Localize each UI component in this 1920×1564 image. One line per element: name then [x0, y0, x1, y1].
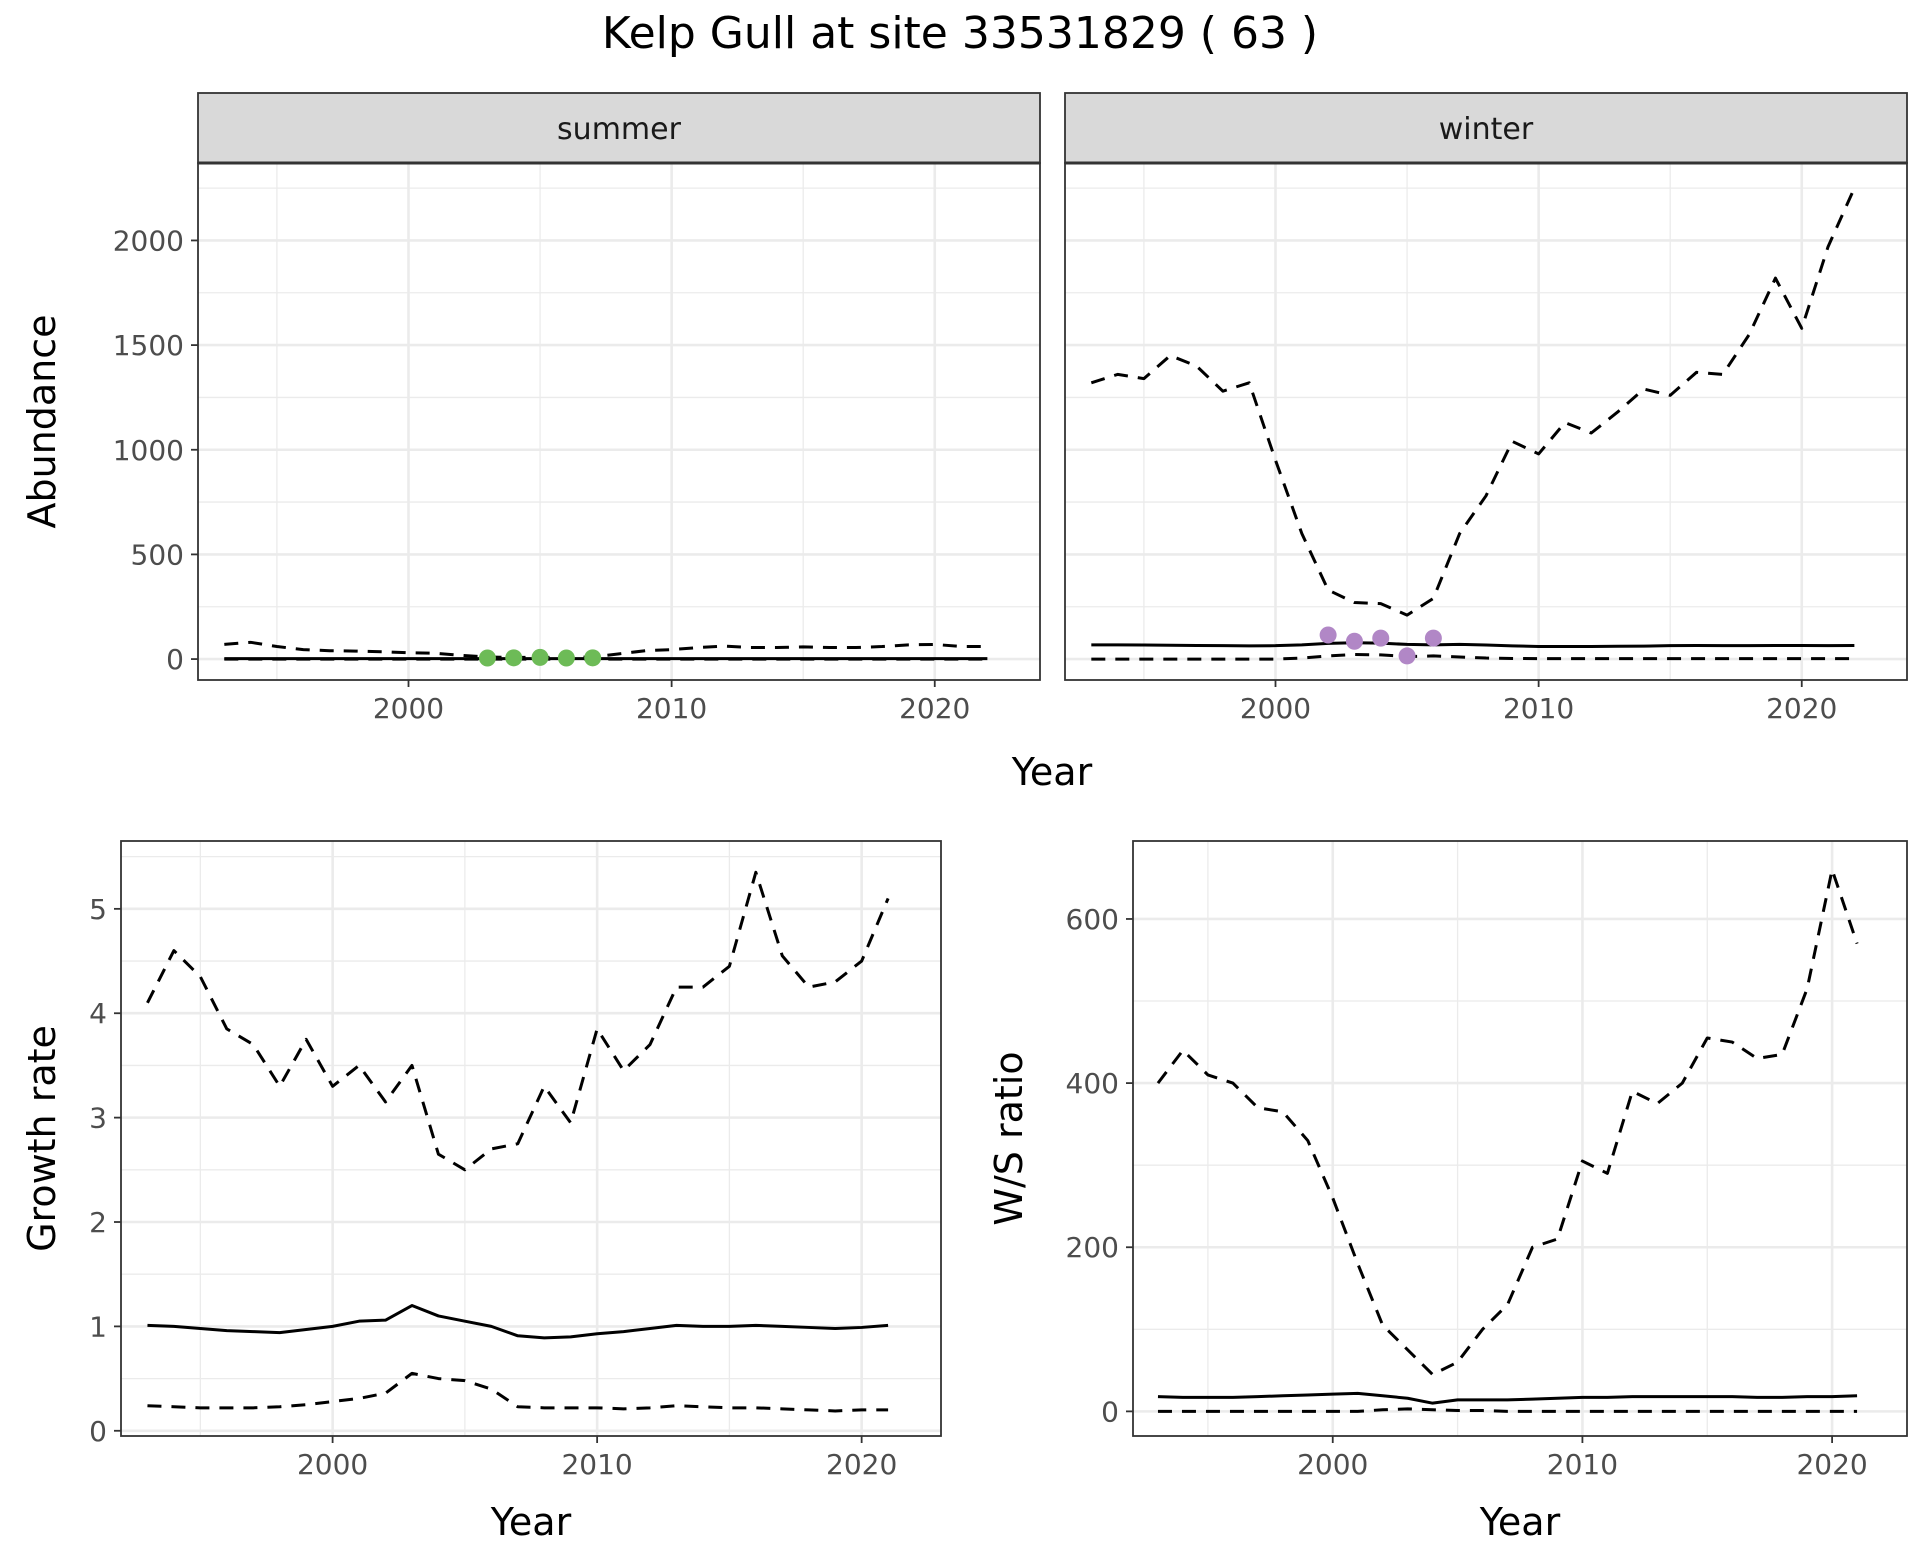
facet-strip-label: winter [1439, 112, 1534, 147]
series-mean-line [1157, 1391, 1858, 1405]
facet-strip [1064, 92, 1908, 164]
x-tick-label: 2000 [1297, 1448, 1368, 1481]
x-tick-label: 2010 [636, 692, 707, 725]
x-tick-label: 2020 [1766, 692, 1837, 725]
y-tick-label: 400 [1066, 1067, 1119, 1100]
x-tick-label: 2020 [826, 1448, 897, 1481]
x-tick-label: 2000 [373, 692, 444, 725]
abundance-x-axis-title: Year [1011, 750, 1093, 794]
growth-y-axis-title: Growth rate [20, 1025, 64, 1252]
observed-point [1345, 632, 1363, 650]
observed-point [1319, 626, 1337, 644]
observed-point [1372, 629, 1390, 647]
growth-x-axis-title: Year [490, 1500, 572, 1544]
abundance-winter-panel: 2000 2010 2020 winter [1064, 92, 1908, 725]
series-lower-line [147, 1371, 889, 1413]
series-lower-line [1157, 1407, 1858, 1413]
series-upper-line [146, 870, 890, 1172]
y-tick-label: 2000 [113, 224, 184, 257]
series-mean-line [147, 1304, 889, 1340]
y-tick-label: 600 [1066, 903, 1119, 936]
series-upper-line [224, 640, 988, 659]
panel-border [120, 840, 942, 1437]
abundance-summer-panel: 2000 2010 2020 0 500 1000 1500 2000 summer [113, 92, 1041, 725]
y-tick-label: 1500 [113, 329, 184, 362]
y-tick-label: 200 [1066, 1231, 1119, 1264]
y-tick-label: 0 [166, 643, 184, 676]
observed-point [584, 649, 602, 667]
observed-point [531, 648, 549, 666]
observed-point [557, 649, 575, 667]
y-tick-label: 0 [1101, 1395, 1119, 1428]
y-tick-label: 2 [89, 1206, 107, 1239]
y-tick-label: 500 [131, 538, 184, 571]
panel-border [1132, 840, 1908, 1437]
chart-title: Kelp Gull at site 33531829 ( 63 ) [602, 8, 1318, 59]
observed-point [1398, 647, 1416, 665]
observed-point [478, 649, 496, 667]
facet-strip [197, 92, 1041, 164]
x-tick-label: 2010 [1547, 1448, 1618, 1481]
x-tick-label: 2010 [1503, 692, 1574, 725]
series-lower-line [1091, 652, 1855, 661]
y-tick-label: 5 [89, 893, 107, 926]
abundance-y-axis-title: Abundance [20, 314, 64, 528]
observed-point [1424, 629, 1442, 647]
series-upper-line [1090, 187, 1856, 617]
facet-strip-label: summer [557, 112, 682, 147]
y-tick-label: 1000 [113, 434, 184, 467]
y-tick-label: 4 [89, 997, 107, 1030]
x-tick-label: 2000 [1240, 692, 1311, 725]
series-mean-line [1091, 641, 1855, 649]
y-tick-label: 3 [89, 1102, 107, 1135]
series-upper-line [1156, 868, 1859, 1376]
ws-ratio-panel: 2000 2010 2020 0 200 400 600 [1066, 840, 1908, 1481]
x-tick-label: 2020 [1796, 1448, 1867, 1481]
x-tick-label: 2000 [297, 1448, 368, 1481]
x-tick-label: 2020 [899, 692, 970, 725]
y-tick-label: 1 [89, 1310, 107, 1343]
growth-rate-panel: 2000 2010 2020 0 1 2 3 4 5 [89, 840, 942, 1481]
x-tick-label: 2010 [561, 1448, 632, 1481]
ws-x-axis-title: Year [1479, 1500, 1561, 1544]
y-tick-label: 0 [89, 1415, 107, 1448]
observed-point [505, 649, 523, 667]
ws-y-axis-title: W/S ratio [987, 1051, 1031, 1225]
